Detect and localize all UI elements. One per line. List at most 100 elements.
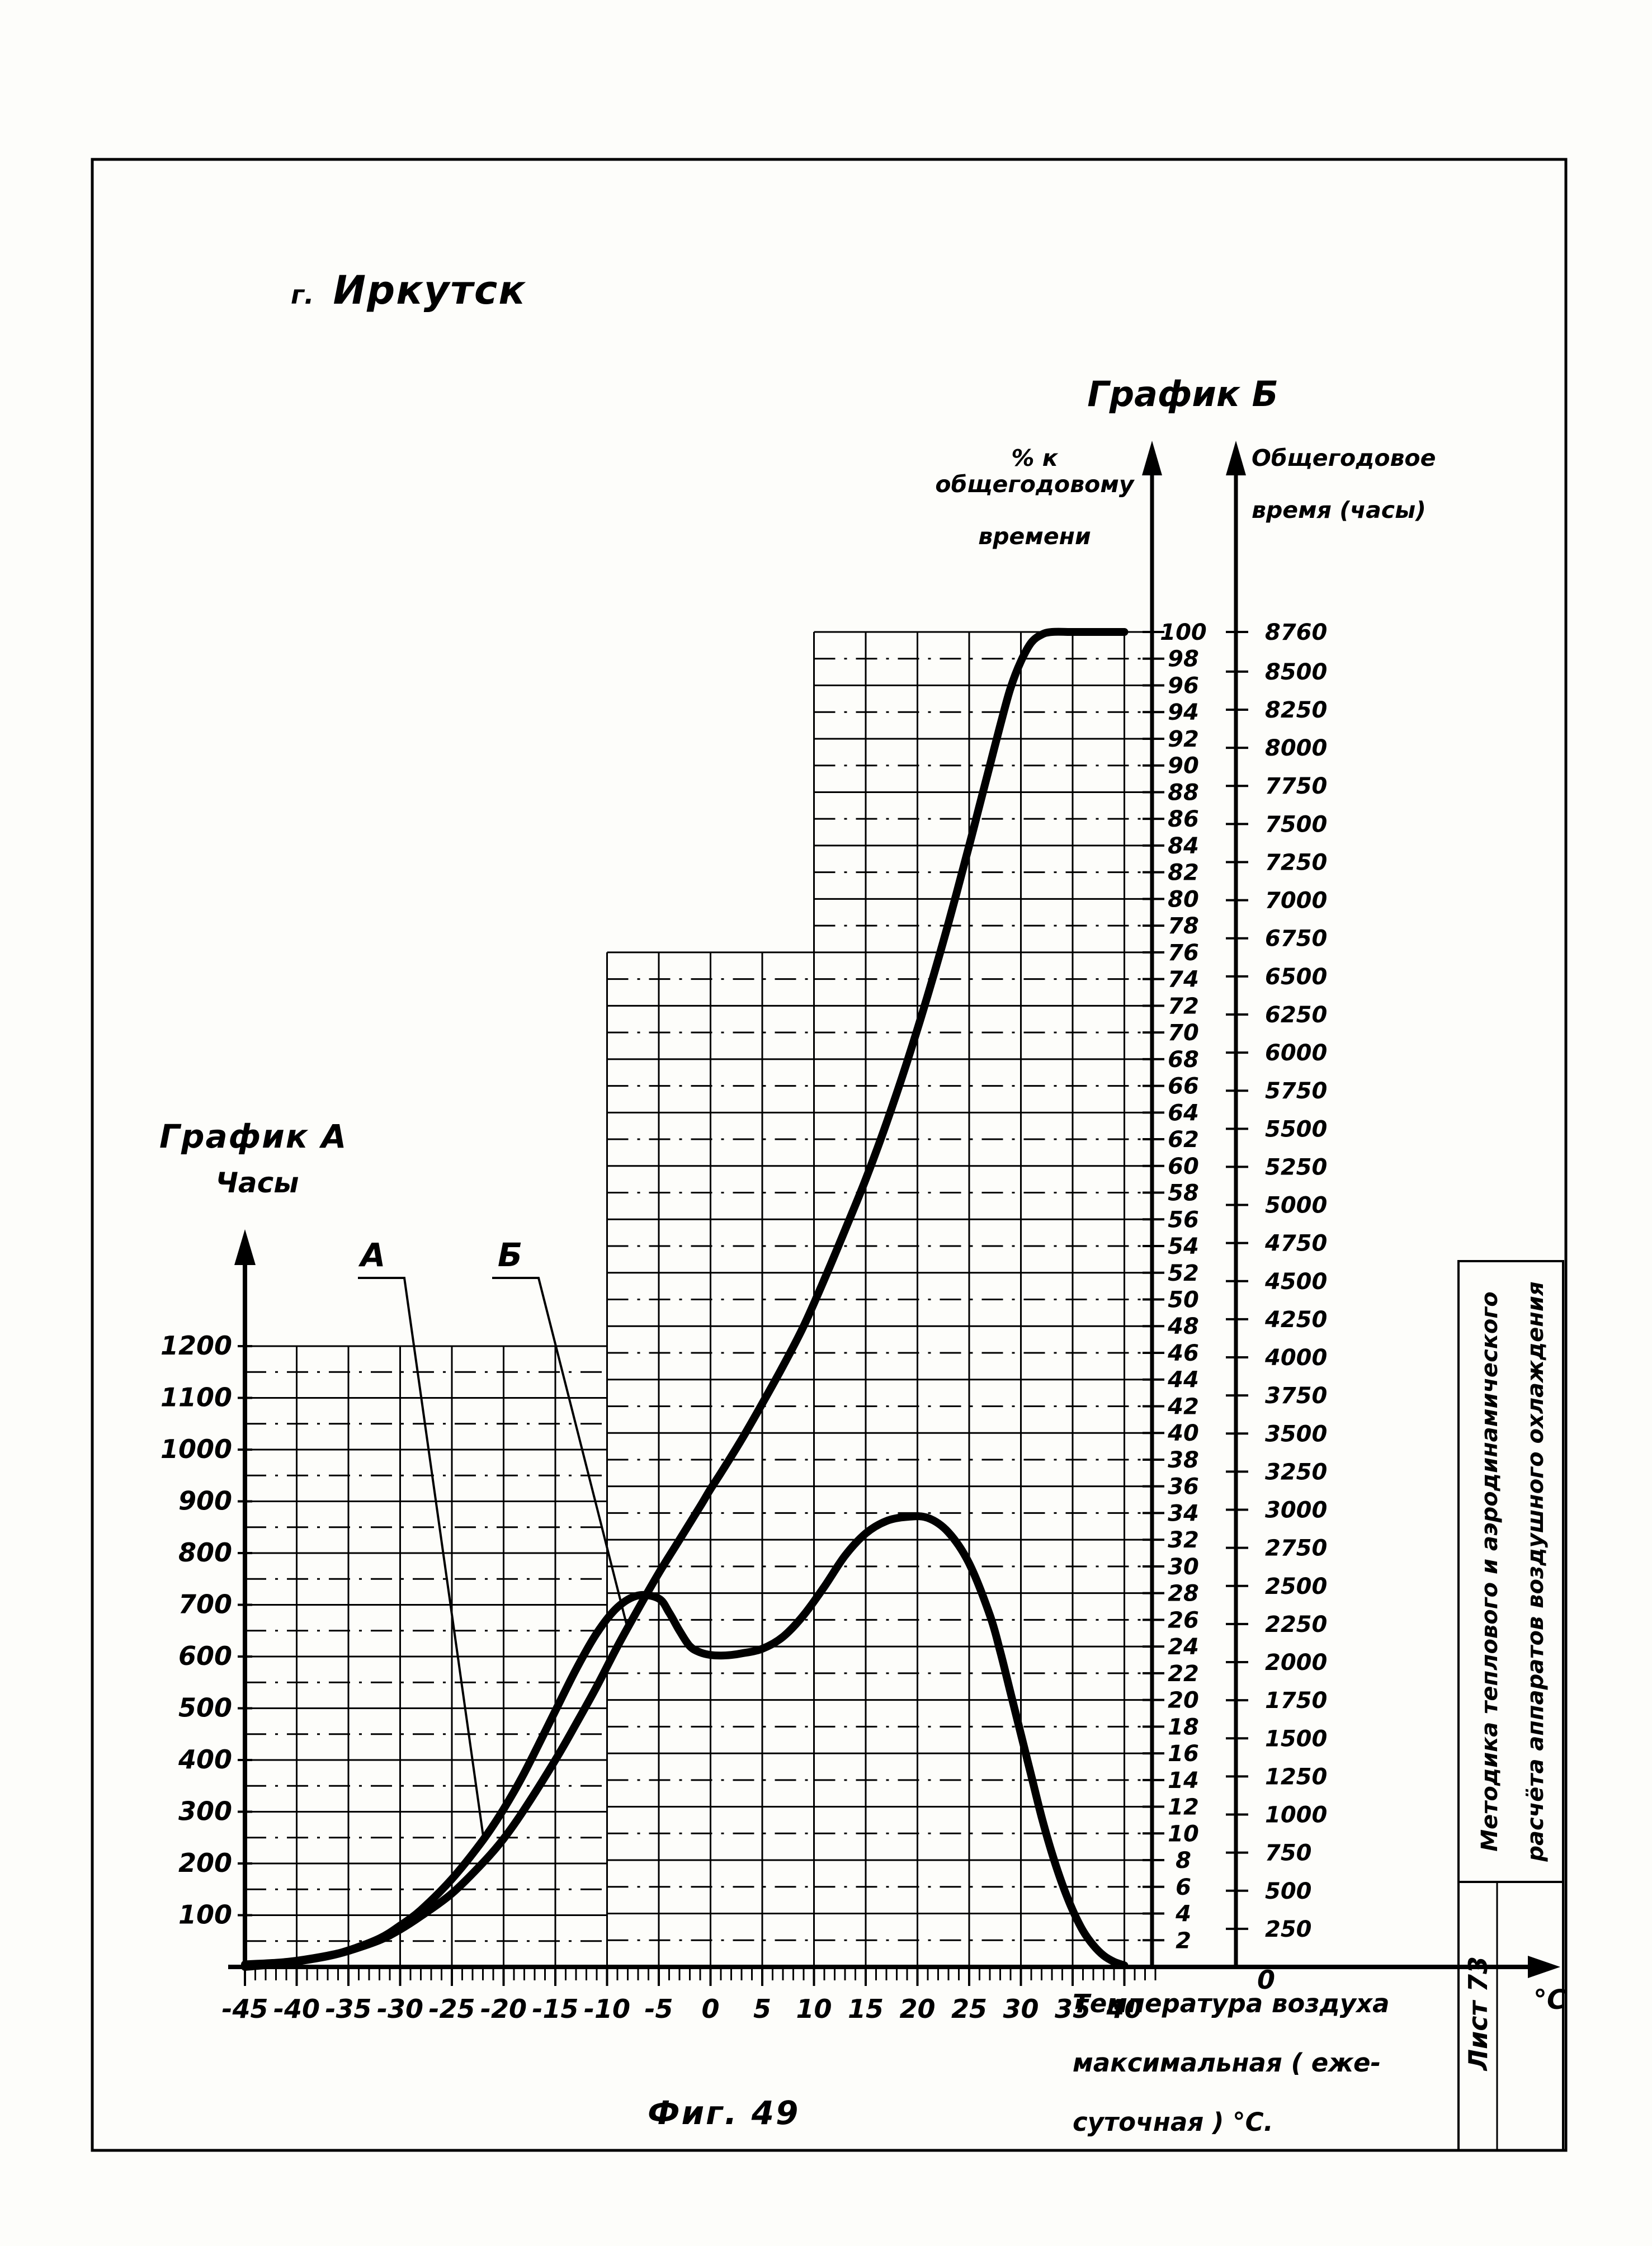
svg-text:8500: 8500 [1265,659,1327,685]
grid [244,631,1152,1967]
svg-text:-15: -15 [532,1994,578,2024]
svg-text:3250: 3250 [1265,1459,1327,1485]
svg-text:40: 40 [1167,1421,1199,1446]
svg-text:30: 30 [1168,1554,1199,1580]
curve-А [241,1512,1129,1970]
svg-text:4: 4 [1175,1901,1191,1927]
svg-text:4000: 4000 [1264,1345,1327,1371]
svg-text:-20: -20 [480,1994,527,2024]
svg-text:2750: 2750 [1265,1536,1327,1561]
svg-text:88: 88 [1168,780,1199,805]
svg-text:3750: 3750 [1265,1383,1327,1409]
svg-text:46: 46 [1167,1341,1199,1366]
svg-text:1000: 1000 [161,1434,232,1464]
svg-text:-25: -25 [428,1994,475,2024]
svg-text:6500: 6500 [1265,964,1327,990]
svg-text:7500: 7500 [1265,811,1327,837]
svg-text:8000: 8000 [1265,735,1327,761]
svg-text:96: 96 [1168,673,1199,699]
svg-text:82: 82 [1168,860,1199,886]
svg-text:1200: 1200 [161,1330,232,1361]
svg-text:42: 42 [1167,1394,1199,1419]
svg-text:66: 66 [1168,1074,1199,1100]
svg-text:3500: 3500 [1265,1421,1327,1447]
svg-text:20: 20 [1168,1688,1199,1714]
svg-text:50: 50 [1168,1287,1199,1313]
svg-text:48: 48 [1167,1314,1199,1339]
graph-a-title: График А [159,1117,348,1155]
x-axis-label: Температура воздуха максимальная ( еже- … [1073,1989,1390,2138]
svg-text:600: 600 [178,1641,232,1671]
svg-text:86: 86 [1168,806,1199,832]
svg-text:6250: 6250 [1265,1002,1327,1028]
svg-text:18: 18 [1168,1714,1199,1740]
stamp-text-line2: расчёта аппаратов воздушного охлаждения [1523,1281,1549,1862]
svg-text:38: 38 [1168,1447,1199,1473]
svg-text:64: 64 [1168,1100,1199,1126]
svg-text:4500: 4500 [1264,1269,1327,1295]
svg-text:500: 500 [1265,1879,1312,1904]
curve-Б [241,627,1129,1971]
svg-text:16: 16 [1168,1741,1199,1767]
curve-labels [358,1277,629,1841]
svg-text:15: 15 [848,1994,884,2024]
svg-text:28: 28 [1168,1581,1199,1607]
svg-text:1000: 1000 [1265,1803,1327,1828]
svg-text:700: 700 [178,1589,232,1620]
svg-text:20: 20 [899,1994,935,2024]
svg-text:6000: 6000 [1265,1040,1327,1066]
svg-text:7250: 7250 [1265,850,1327,875]
figure-caption: Фиг. 49 [648,2094,800,2132]
svg-text:5: 5 [753,1994,771,2024]
x-axis-unit: °C [1533,1984,1567,2016]
svg-text:26: 26 [1168,1607,1199,1633]
svg-text:1100: 1100 [161,1382,232,1413]
svg-text:62: 62 [1168,1127,1199,1153]
svg-text:-45: -45 [221,1994,268,2024]
svg-text:14: 14 [1168,1768,1199,1794]
svg-text:30: 30 [1003,1994,1039,2024]
svg-text:54: 54 [1168,1234,1199,1259]
svg-text:52: 52 [1168,1261,1199,1286]
svg-text:58: 58 [1168,1181,1199,1206]
svg-text:92: 92 [1168,726,1199,752]
svg-text:25: 25 [951,1994,987,2024]
svg-text:1500: 1500 [1265,1726,1327,1752]
svg-text:200: 200 [178,1848,232,1878]
svg-text:300: 300 [178,1796,232,1827]
svg-text:400: 400 [178,1744,232,1775]
svg-text:5750: 5750 [1265,1078,1327,1104]
svg-text:98: 98 [1168,647,1199,672]
svg-text:3000: 3000 [1265,1498,1327,1523]
svg-text:6750: 6750 [1265,926,1327,952]
svg-text:72: 72 [1168,993,1199,1019]
svg-text:74: 74 [1168,967,1199,993]
svg-text:12: 12 [1168,1795,1199,1820]
svg-text:56: 56 [1168,1207,1199,1233]
svg-text:750: 750 [1265,1841,1312,1866]
svg-text:-40: -40 [273,1994,320,2024]
annual-hours-axis-label: Общегодовое время (часы) [1252,445,1436,524]
svg-text:22: 22 [1168,1661,1199,1687]
curve-a-label: А [358,1236,386,1274]
sheet-number: Лист 73 [1463,1956,1493,2071]
svg-text:60: 60 [1168,1154,1199,1179]
svg-text:94: 94 [1168,700,1199,725]
svg-text:8: 8 [1176,1848,1191,1874]
percent-axis-label: % к общегодовому времени [935,445,1134,550]
svg-text:500: 500 [178,1693,232,1723]
svg-text:2250: 2250 [1265,1612,1327,1638]
city-prefix: г. [291,280,314,310]
svg-text:90: 90 [1168,753,1199,779]
svg-text:6: 6 [1176,1875,1191,1900]
svg-text:80: 80 [1168,886,1199,912]
city-name: Иркутск [333,267,526,313]
svg-text:2500: 2500 [1265,1574,1327,1599]
svg-text:36: 36 [1168,1474,1199,1500]
svg-text:5500: 5500 [1265,1116,1327,1142]
svg-text:70: 70 [1168,1020,1199,1046]
svg-text:76: 76 [1168,940,1199,966]
svg-text:250: 250 [1265,1917,1312,1942]
